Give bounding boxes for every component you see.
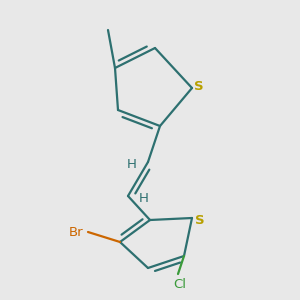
- Text: H: H: [127, 158, 137, 170]
- Text: S: S: [195, 214, 205, 226]
- Text: Cl: Cl: [173, 278, 187, 290]
- Text: Br: Br: [69, 226, 83, 239]
- Text: H: H: [139, 191, 149, 205]
- Text: S: S: [194, 80, 204, 92]
